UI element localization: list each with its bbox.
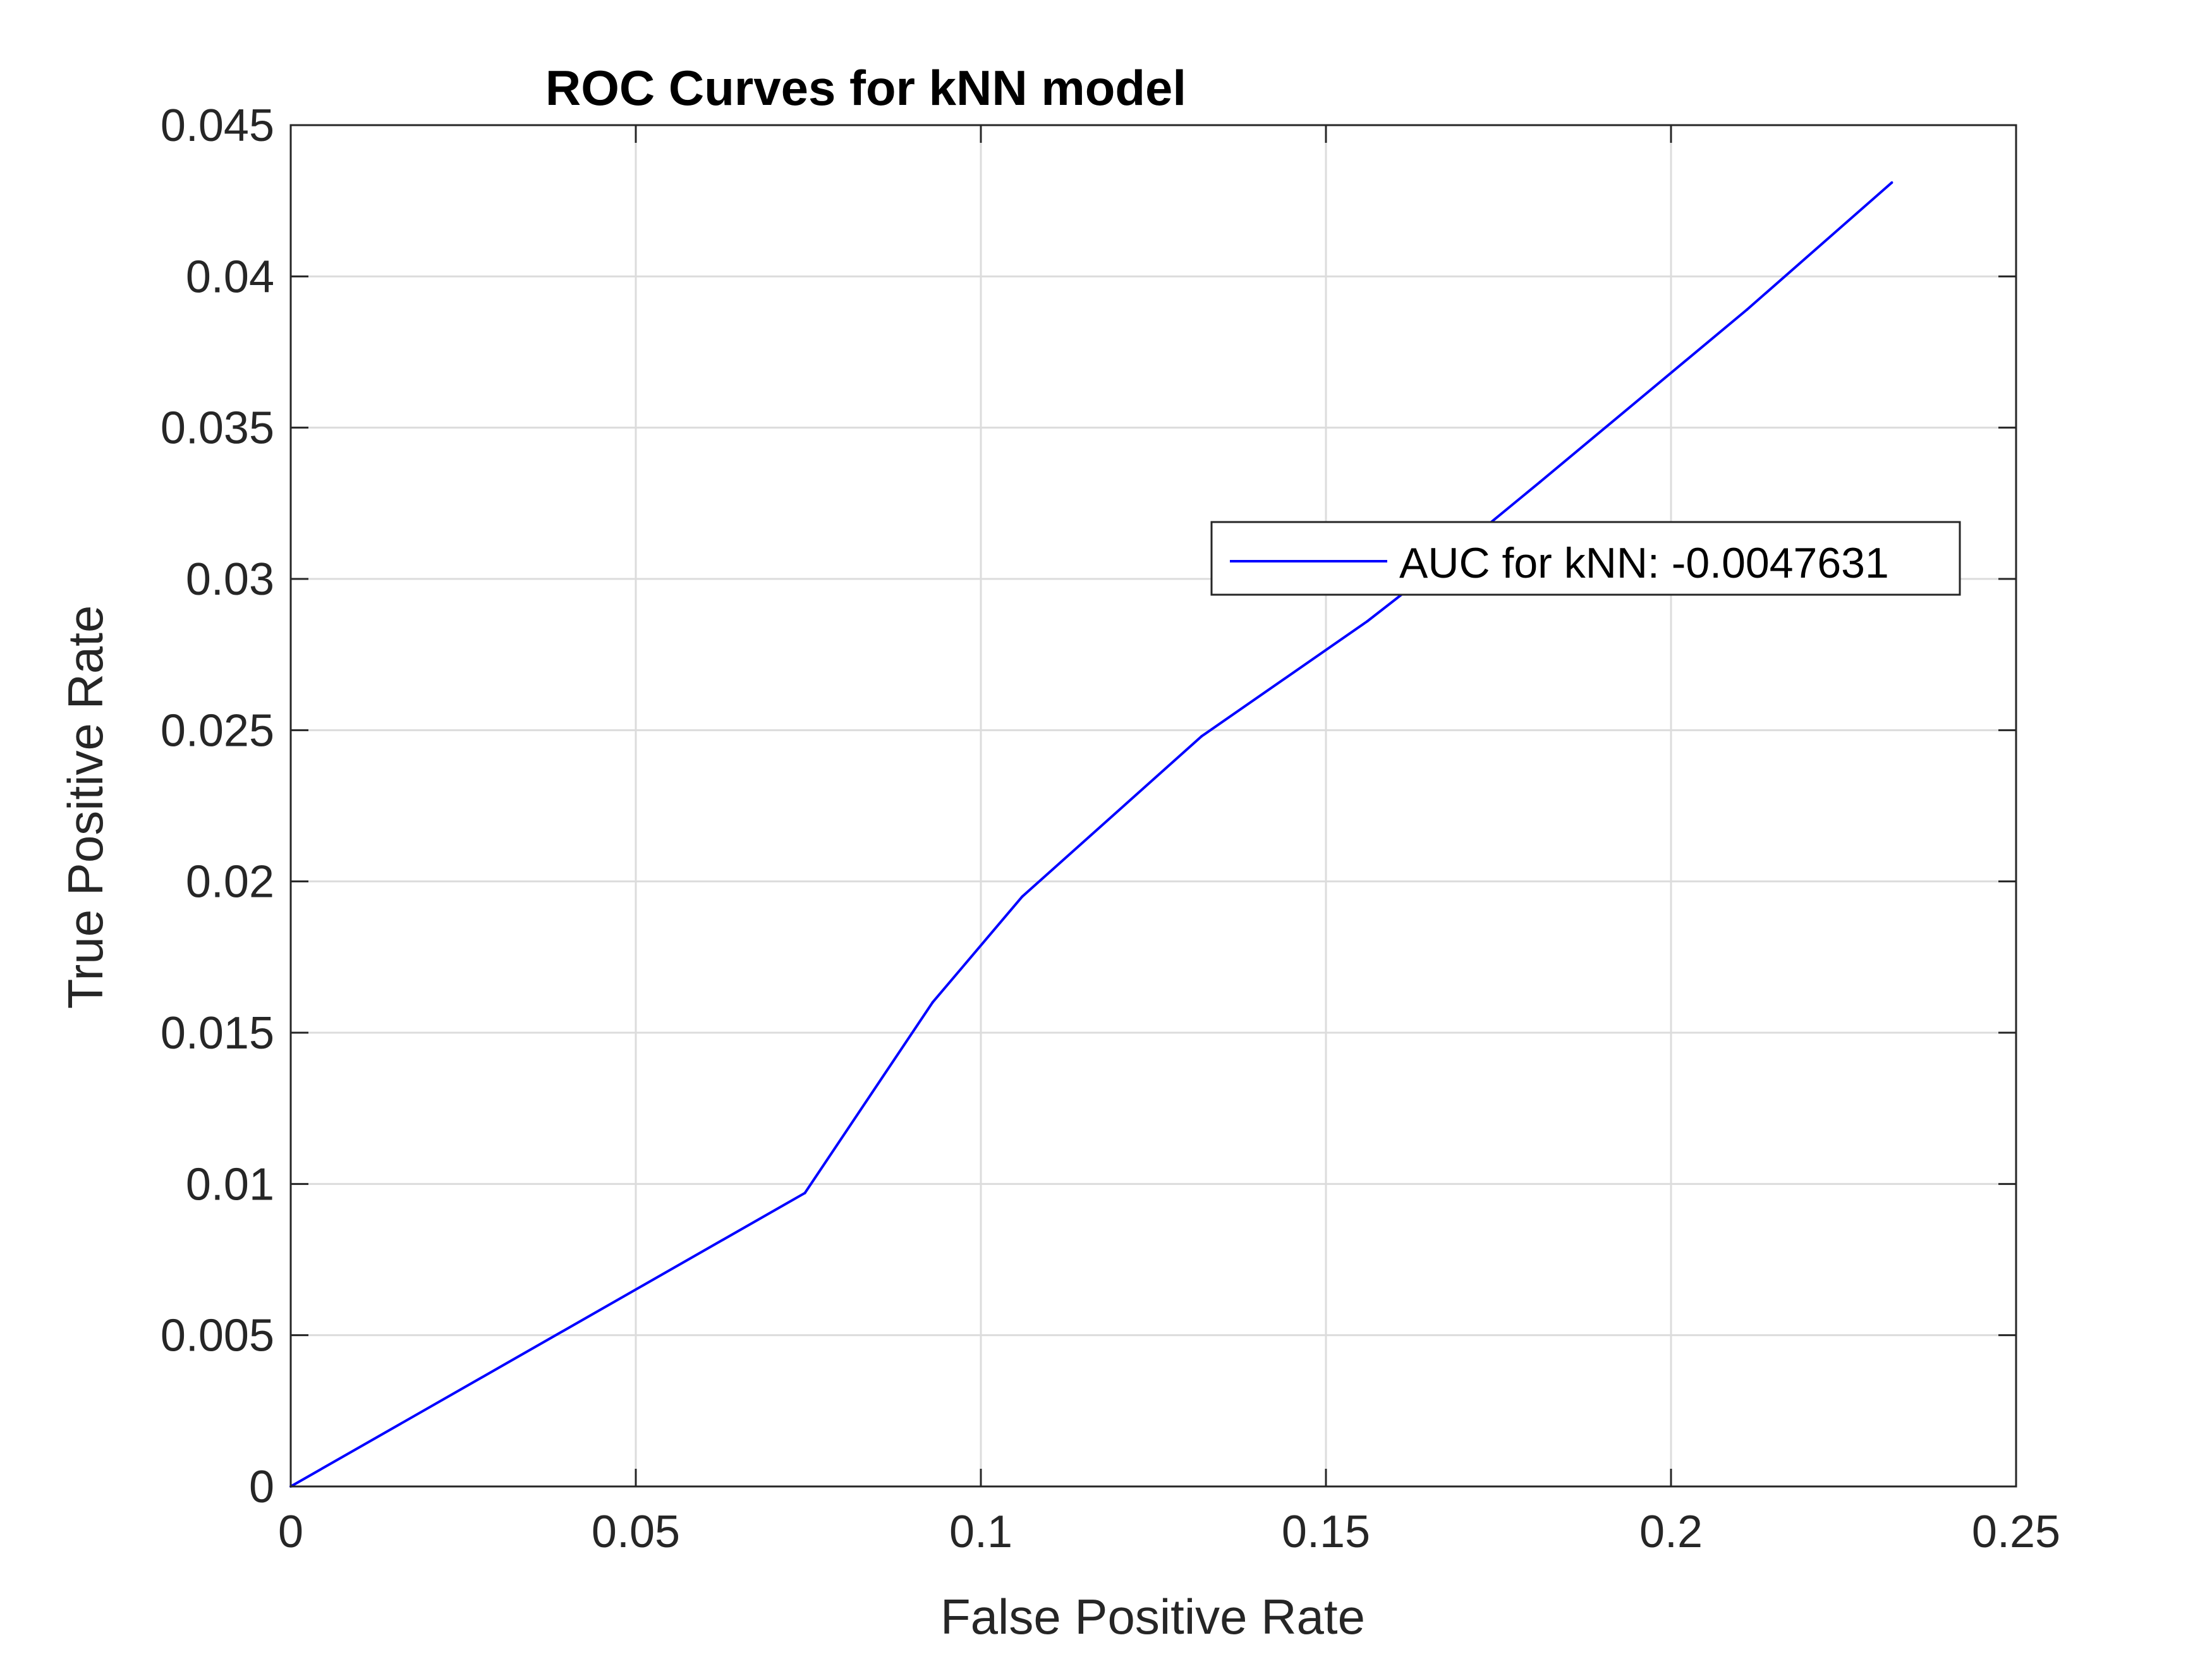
roc-series-line xyxy=(290,181,1893,1488)
x-axis-label: False Positive Rate xyxy=(940,1589,1365,1644)
roc-data-point xyxy=(1021,895,1024,898)
roc-data-point xyxy=(1746,308,1749,311)
x-tick-label: 0.15 xyxy=(1282,1507,1370,1557)
y-tick-label: 0.02 xyxy=(186,857,274,908)
y-axis-label: True Positive Rate xyxy=(58,605,113,1009)
y-tick-label: 0.035 xyxy=(161,403,274,454)
x-tick-label: 0.1 xyxy=(949,1507,1012,1557)
y-tick-label: 0.04 xyxy=(186,252,274,302)
roc-data-point xyxy=(1200,734,1203,738)
y-tick-label: 0.01 xyxy=(186,1159,274,1210)
roc-data-point xyxy=(1366,620,1369,623)
y-tick-label: 0.03 xyxy=(186,554,274,605)
legend-label: AUC for kNN: -0.0047631 xyxy=(1399,539,1889,587)
x-tick-label: 0.05 xyxy=(592,1507,680,1557)
x-tick-labels: 0 0.05 0.1 0.15 0.2 0.25 xyxy=(278,1507,2060,1557)
y-tick-label: 0.025 xyxy=(161,705,274,756)
chart-title: ROC Curves for kNN model xyxy=(545,60,1186,116)
y-tick-label: 0.045 xyxy=(161,100,274,151)
roc-data-point xyxy=(803,1191,806,1194)
x-tick-label: 0.2 xyxy=(1639,1507,1703,1557)
roc-data-point xyxy=(1890,181,1893,184)
y-tick-labels: 0 0.005 0.01 0.015 0.02 0.025 0.03 0.035 0.04 0.0… xyxy=(161,100,274,1512)
y-tick-label: 0.005 xyxy=(161,1311,274,1361)
legend: AUC for kNN: -0.0047631 xyxy=(1210,521,1961,596)
x-tick-label: 0.25 xyxy=(1972,1507,2060,1557)
legend-box xyxy=(1210,521,1961,596)
axes-background xyxy=(291,125,2016,1486)
y-tick-label: 0 xyxy=(249,1462,274,1512)
plot-area xyxy=(289,124,2017,1488)
roc-data-point xyxy=(931,1001,934,1004)
y-tick-label: 0.015 xyxy=(161,1008,274,1059)
axes-box xyxy=(289,124,2017,1488)
x-tick-label: 0 xyxy=(278,1507,303,1557)
roc-data-point xyxy=(1538,480,1541,483)
